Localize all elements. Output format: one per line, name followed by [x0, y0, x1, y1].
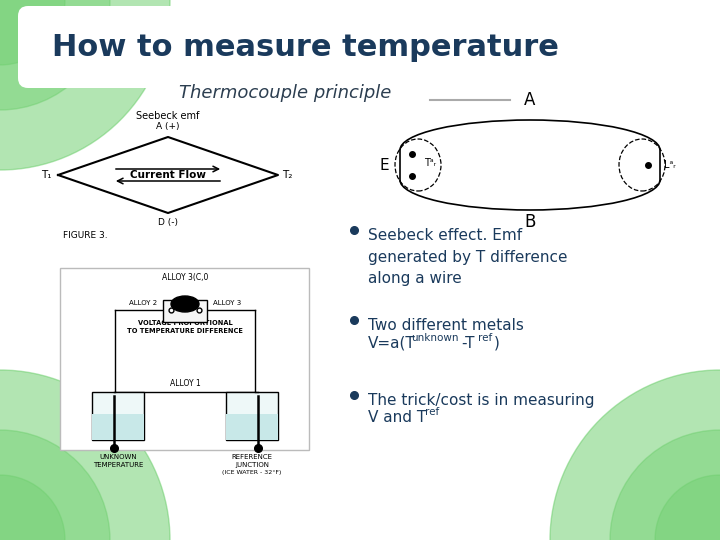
- Text: unknown: unknown: [411, 333, 459, 343]
- Text: -T: -T: [461, 336, 474, 351]
- Text: TEMPERATURE: TEMPERATURE: [93, 462, 143, 468]
- Bar: [92, 414, 144, 440]
- Ellipse shape: [610, 430, 720, 540]
- Ellipse shape: [0, 0, 65, 65]
- Text: ALLOY 3(C,0: ALLOY 3(C,0: [162, 273, 208, 282]
- Ellipse shape: [0, 475, 65, 540]
- Ellipse shape: [171, 296, 199, 312]
- Text: TO TEMPERATURE DIFFERENCE: TO TEMPERATURE DIFFERENCE: [127, 328, 243, 334]
- Text: JUNCTION: JUNCTION: [235, 462, 269, 468]
- FancyBboxPatch shape: [60, 268, 309, 450]
- Ellipse shape: [0, 430, 110, 540]
- Text: ALLOY 1: ALLOY 1: [170, 379, 200, 388]
- Text: VOLTAGE PROPORTIONAL: VOLTAGE PROPORTIONAL: [138, 320, 233, 326]
- Ellipse shape: [550, 370, 720, 540]
- Text: Tᵃᵣ: Tᵃᵣ: [424, 158, 436, 168]
- Text: ALLOY 2: ALLOY 2: [129, 300, 157, 306]
- Text: V and T: V and T: [368, 410, 426, 425]
- FancyBboxPatch shape: [18, 6, 528, 88]
- Text: Seebeck effect. Emf
generated by T difference
along a wire: Seebeck effect. Emf generated by T diffe…: [368, 228, 567, 286]
- Text: ref: ref: [478, 333, 492, 343]
- Ellipse shape: [655, 475, 720, 540]
- Text: The trick/cost is in measuring: The trick/cost is in measuring: [368, 393, 595, 408]
- Text: T₁: T₁: [42, 170, 52, 180]
- Ellipse shape: [0, 0, 110, 110]
- Text: A (+): A (+): [156, 122, 180, 131]
- Text: Lᵃᵣ: Lᵃᵣ: [664, 160, 676, 170]
- Text: Current Flow: Current Flow: [130, 170, 206, 180]
- Text: A: A: [524, 91, 536, 109]
- Ellipse shape: [0, 370, 170, 540]
- Text: ref: ref: [425, 407, 439, 417]
- Polygon shape: [58, 137, 278, 213]
- Bar: [92, 392, 144, 440]
- Text: REFERENCE: REFERENCE: [232, 454, 272, 460]
- Text: Thermocouple principle: Thermocouple principle: [179, 84, 391, 102]
- Text: V=a(T: V=a(T: [368, 336, 415, 351]
- Text: ALLOY 3: ALLOY 3: [213, 300, 241, 306]
- Text: B: B: [524, 213, 536, 231]
- Bar: [226, 392, 278, 440]
- Text: Two different metals: Two different metals: [368, 318, 524, 333]
- Text: (ICE WATER - 32°F): (ICE WATER - 32°F): [222, 470, 282, 475]
- Text: FIGURE 3.: FIGURE 3.: [63, 231, 107, 240]
- Text: E: E: [379, 158, 389, 172]
- Text: How to measure temperature: How to measure temperature: [52, 32, 559, 62]
- Text: T₂: T₂: [282, 170, 292, 180]
- Ellipse shape: [0, 0, 170, 170]
- Bar: [163, 300, 207, 322]
- Bar: [226, 414, 278, 440]
- Text: Seebeck emf: Seebeck emf: [136, 111, 199, 121]
- Text: ): ): [494, 336, 500, 351]
- Text: UNKNOWN: UNKNOWN: [99, 454, 137, 460]
- Text: D (-): D (-): [158, 218, 178, 227]
